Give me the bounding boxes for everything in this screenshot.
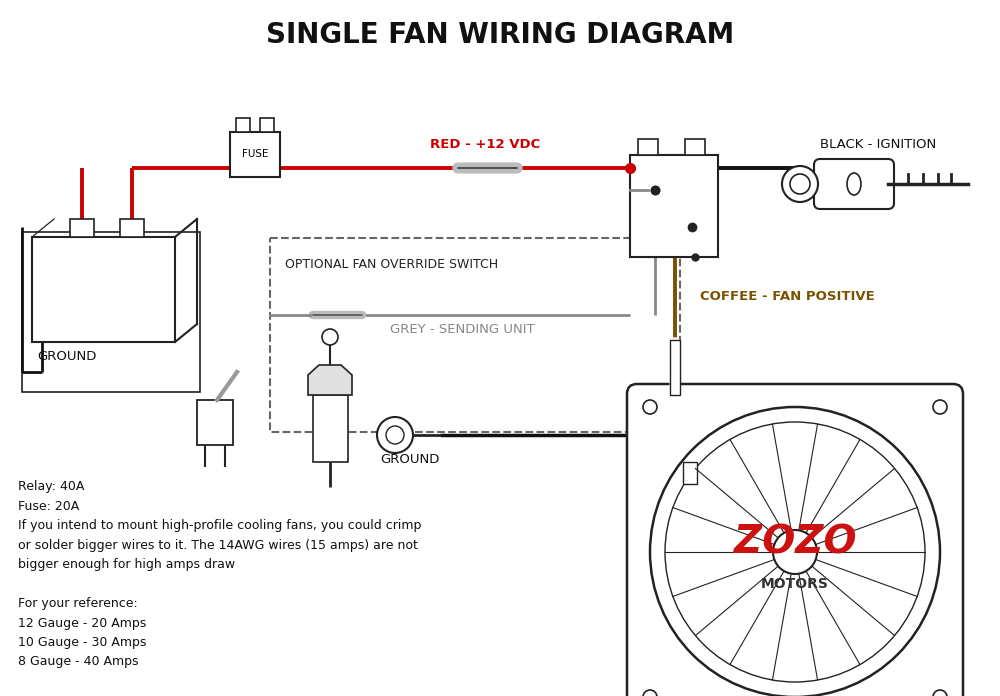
- Circle shape: [650, 407, 940, 696]
- Bar: [683, 462, 697, 484]
- Bar: [270, 238, 680, 432]
- Circle shape: [386, 426, 404, 444]
- Text: SINGLE FAN WIRING DIAGRAM: SINGLE FAN WIRING DIAGRAM: [266, 21, 734, 49]
- FancyBboxPatch shape: [627, 384, 963, 696]
- Circle shape: [643, 690, 657, 696]
- Polygon shape: [308, 365, 352, 395]
- Circle shape: [782, 166, 818, 202]
- Text: BLACK - IGNITION: BLACK - IGNITION: [820, 138, 936, 151]
- Bar: [197, 400, 233, 445]
- Text: RED - +12 VDC: RED - +12 VDC: [430, 138, 540, 151]
- Bar: [22, 232, 200, 392]
- Circle shape: [773, 530, 817, 574]
- Bar: [70, 219, 94, 237]
- Bar: [230, 132, 280, 177]
- Circle shape: [643, 400, 657, 414]
- Circle shape: [322, 329, 338, 345]
- Bar: [260, 118, 274, 132]
- Text: Relay: 40A
Fuse: 20A
If you intend to mount high-profile cooling fans, you could: Relay: 40A Fuse: 20A If you intend to mo…: [18, 480, 421, 668]
- Bar: [638, 139, 658, 155]
- Bar: [32, 237, 175, 342]
- Bar: [685, 139, 705, 155]
- Circle shape: [790, 174, 810, 194]
- Bar: [313, 395, 348, 462]
- Bar: [120, 219, 144, 237]
- Text: GREY - SENDING UNIT: GREY - SENDING UNIT: [390, 323, 535, 336]
- Bar: [236, 118, 250, 132]
- Text: GROUND: GROUND: [380, 453, 439, 466]
- Circle shape: [377, 417, 413, 453]
- Bar: [670, 340, 680, 395]
- Text: OPTIONAL FAN OVERRIDE SWITCH: OPTIONAL FAN OVERRIDE SWITCH: [285, 258, 498, 271]
- Circle shape: [933, 400, 947, 414]
- Text: GROUND: GROUND: [37, 350, 96, 363]
- Ellipse shape: [847, 173, 861, 195]
- Text: MOTORS: MOTORS: [761, 577, 829, 591]
- Text: COFFEE - FAN POSITIVE: COFFEE - FAN POSITIVE: [700, 290, 875, 303]
- Text: ZOZO: ZOZO: [734, 523, 856, 561]
- FancyBboxPatch shape: [814, 159, 894, 209]
- Circle shape: [933, 690, 947, 696]
- Bar: [630, 155, 718, 257]
- Text: FUSE: FUSE: [242, 149, 268, 159]
